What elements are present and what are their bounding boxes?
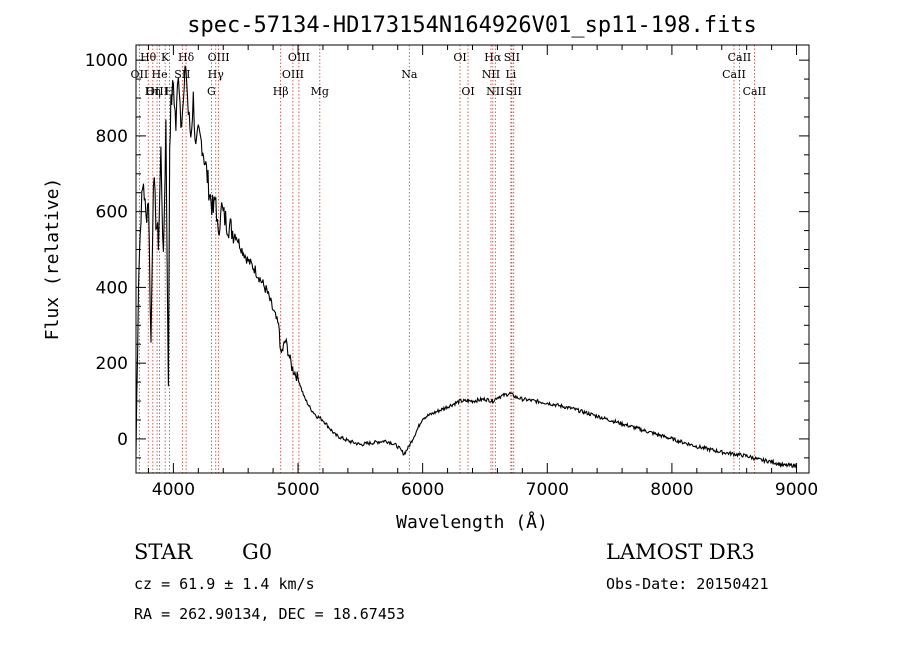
x-tick-label: 7000 — [526, 480, 569, 500]
line-marker-label: OI — [461, 85, 474, 98]
survey-release: LAMOST DR3 — [606, 540, 755, 564]
line-marker-label: Hβ — [273, 85, 289, 98]
line-marker-label: CaII — [722, 68, 746, 81]
y-tick-label: 800 — [96, 127, 128, 147]
line-marker-label: SII — [174, 68, 190, 81]
observation-date: Obs-Date: 20150421 — [606, 575, 769, 593]
flux-series-line — [135, 65, 797, 469]
line-marker-label: OIII — [146, 85, 168, 98]
y-tick-label: 400 — [96, 278, 128, 298]
line-marker-label: Mg — [311, 85, 329, 98]
plot-frame — [135, 44, 810, 474]
y-tick-label: 1000 — [85, 51, 128, 71]
chart-title: spec-57134-HD173154N164926V01_sp11-198.f… — [187, 13, 757, 38]
line-marker-label: NII — [486, 85, 504, 98]
x-axis-label: Wavelength (Å) — [396, 511, 548, 533]
y-tick-label: 200 — [96, 354, 128, 374]
line-marker-label: Hθ — [140, 51, 157, 64]
line-marker-label: Na — [401, 68, 418, 81]
x-tick-label: 8000 — [650, 480, 693, 500]
object-subclass: G0 — [242, 540, 272, 564]
redshift-value: cz = 61.9 ± 1.4 km/s — [134, 575, 315, 593]
line-marker-label: CaII — [743, 85, 767, 98]
line-marker-label: SII — [504, 51, 520, 64]
x-tick-label: 6000 — [401, 480, 444, 500]
coordinates: RA = 262.90134, DEC = 18.67453 — [134, 605, 405, 623]
x-tick-label: 9000 — [775, 480, 818, 500]
object-class: STAR — [134, 540, 193, 564]
line-marker-label: Hα — [484, 51, 502, 64]
spectral-line-markers: Hθ OII OIII He Hη K SII H Hδ OIII Hγ G Hβ OIII OIII Mg N… — [131, 45, 767, 473]
x-tick-label: 5000 — [276, 480, 319, 500]
axis-ticks: 4000 5000 6000 7000 8000 9000 0 200 400 600 800 100… — [85, 45, 818, 500]
line-marker-label: G — [207, 85, 216, 98]
y-axis-label: Flux (relative) — [42, 178, 63, 341]
line-marker-label: Li — [505, 68, 516, 81]
line-marker-label: CaII — [728, 51, 752, 64]
line-marker-label: Hδ — [178, 51, 195, 64]
line-marker-label: OI — [453, 51, 466, 64]
x-tick-label: 4000 — [152, 480, 195, 500]
line-marker-label: He — [152, 68, 168, 81]
line-marker-label: OIII — [282, 68, 304, 81]
y-tick-label: 0 — [117, 430, 128, 450]
line-marker-label: K — [161, 51, 170, 64]
line-marker-label: OIII — [288, 51, 310, 64]
line-marker-label: Hγ — [208, 68, 225, 81]
line-marker-label: Hη — [145, 85, 161, 98]
line-marker-label: SII — [506, 85, 522, 98]
line-marker-label: H — [165, 85, 175, 98]
line-marker-label: NII — [482, 68, 500, 81]
line-marker-label: OIII — [208, 51, 230, 64]
y-tick-label: 600 — [96, 203, 128, 223]
line-marker-label: OII — [131, 68, 149, 81]
